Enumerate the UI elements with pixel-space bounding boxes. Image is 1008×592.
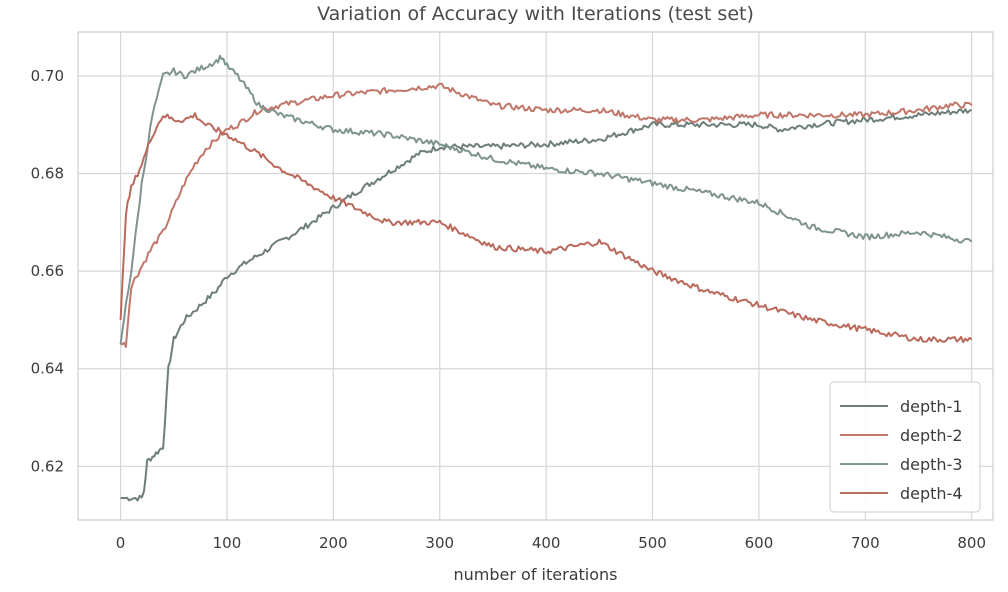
legend: depth-1 depth-2 depth-3 depth-4 — [829, 381, 981, 513]
series-line-depth-3 — [119, 54, 973, 345]
x-tick-label: 400 — [532, 534, 561, 552]
series-line-depth-1 — [120, 108, 972, 502]
legend-entry: depth-1 — [900, 397, 963, 416]
y-tick-label: 0.64 — [31, 360, 64, 378]
y-tick-label: 0.66 — [31, 262, 64, 280]
x-tick-label: 500 — [638, 534, 667, 552]
series-line-depth-2 — [120, 82, 973, 348]
x-tick-label: 700 — [851, 534, 880, 552]
x-tick-label: 200 — [319, 534, 348, 552]
y-tick-label: 0.68 — [31, 165, 64, 183]
x-axis-label: number of iterations — [454, 565, 618, 584]
chart-title: Variation of Accuracy with Iterations (t… — [317, 3, 754, 25]
y-tick-labels: 0.62 0.64 0.66 0.68 0.70 — [31, 67, 64, 475]
legend-entry: depth-2 — [900, 426, 963, 445]
x-tick-label: 800 — [957, 534, 986, 552]
plot-frame — [77, 31, 994, 521]
series-lines — [119, 54, 973, 502]
x-tick-label: 300 — [425, 534, 454, 552]
series-line-depth-4 — [119, 112, 973, 344]
y-tick-label: 0.70 — [31, 67, 64, 85]
y-tick-label: 0.62 — [31, 457, 64, 475]
legend-entry: depth-4 — [900, 484, 963, 503]
x-tick-label: 100 — [213, 534, 242, 552]
x-tick-label: 0 — [116, 534, 126, 552]
x-tick-labels: 0 100 200 300 400 500 600 700 800 — [116, 534, 986, 552]
legend-box — [829, 381, 981, 513]
x-tick-label: 600 — [745, 534, 774, 552]
legend-entry: depth-3 — [900, 455, 963, 474]
